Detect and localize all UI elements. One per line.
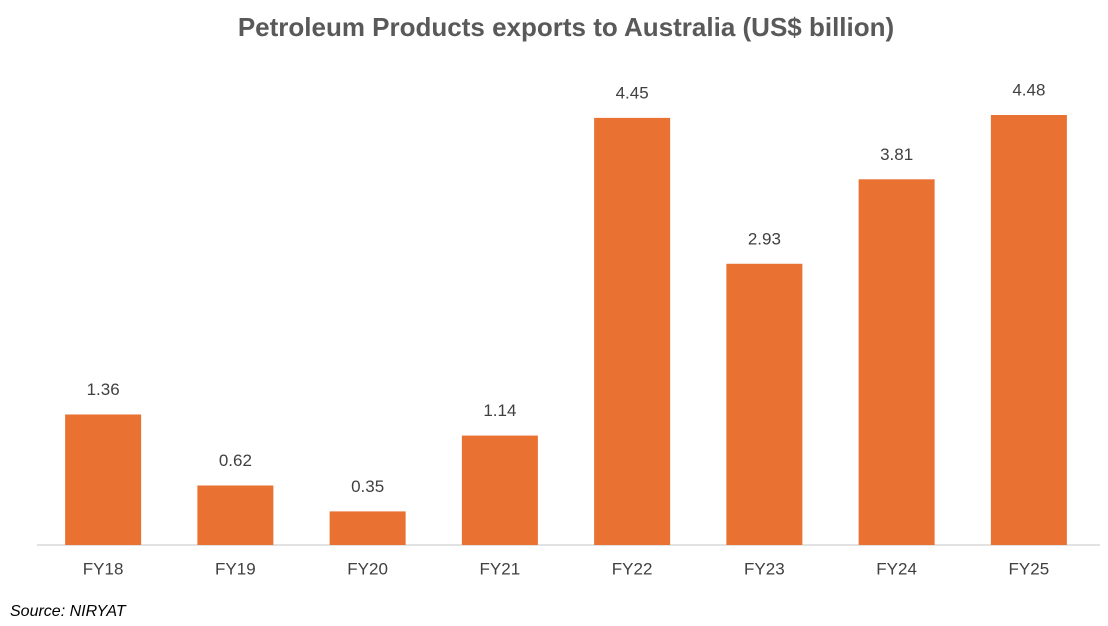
bar (990, 115, 1067, 545)
x-tick-label: FY22 (612, 559, 653, 578)
data-label: 1.14 (483, 401, 516, 420)
x-tick-label: FY20 (347, 559, 388, 578)
bar (329, 511, 406, 545)
x-tick-label: FY25 (1009, 559, 1050, 578)
data-label: 4.48 (1012, 80, 1045, 99)
bar (197, 485, 274, 545)
data-label: 2.93 (748, 229, 781, 248)
x-tick-label: FY18 (83, 559, 124, 578)
bar (65, 414, 142, 545)
data-label: 4.45 (616, 83, 649, 102)
x-tick-label: FY19 (215, 559, 256, 578)
x-tick-label: FY21 (480, 559, 521, 578)
bar (461, 435, 538, 545)
source-note: Source: NIRYAT (10, 603, 127, 620)
bar (594, 117, 671, 546)
chart-title: Petroleum Products exports to Australia … (238, 12, 894, 42)
bar (858, 179, 935, 545)
bar (726, 263, 803, 545)
data-label: 1.36 (87, 380, 120, 399)
data-label: 0.62 (219, 451, 252, 470)
data-label: 3.81 (880, 145, 913, 164)
data-label: 0.35 (351, 477, 384, 496)
x-tick-label: FY24 (876, 559, 917, 578)
x-tick-label: FY23 (744, 559, 785, 578)
